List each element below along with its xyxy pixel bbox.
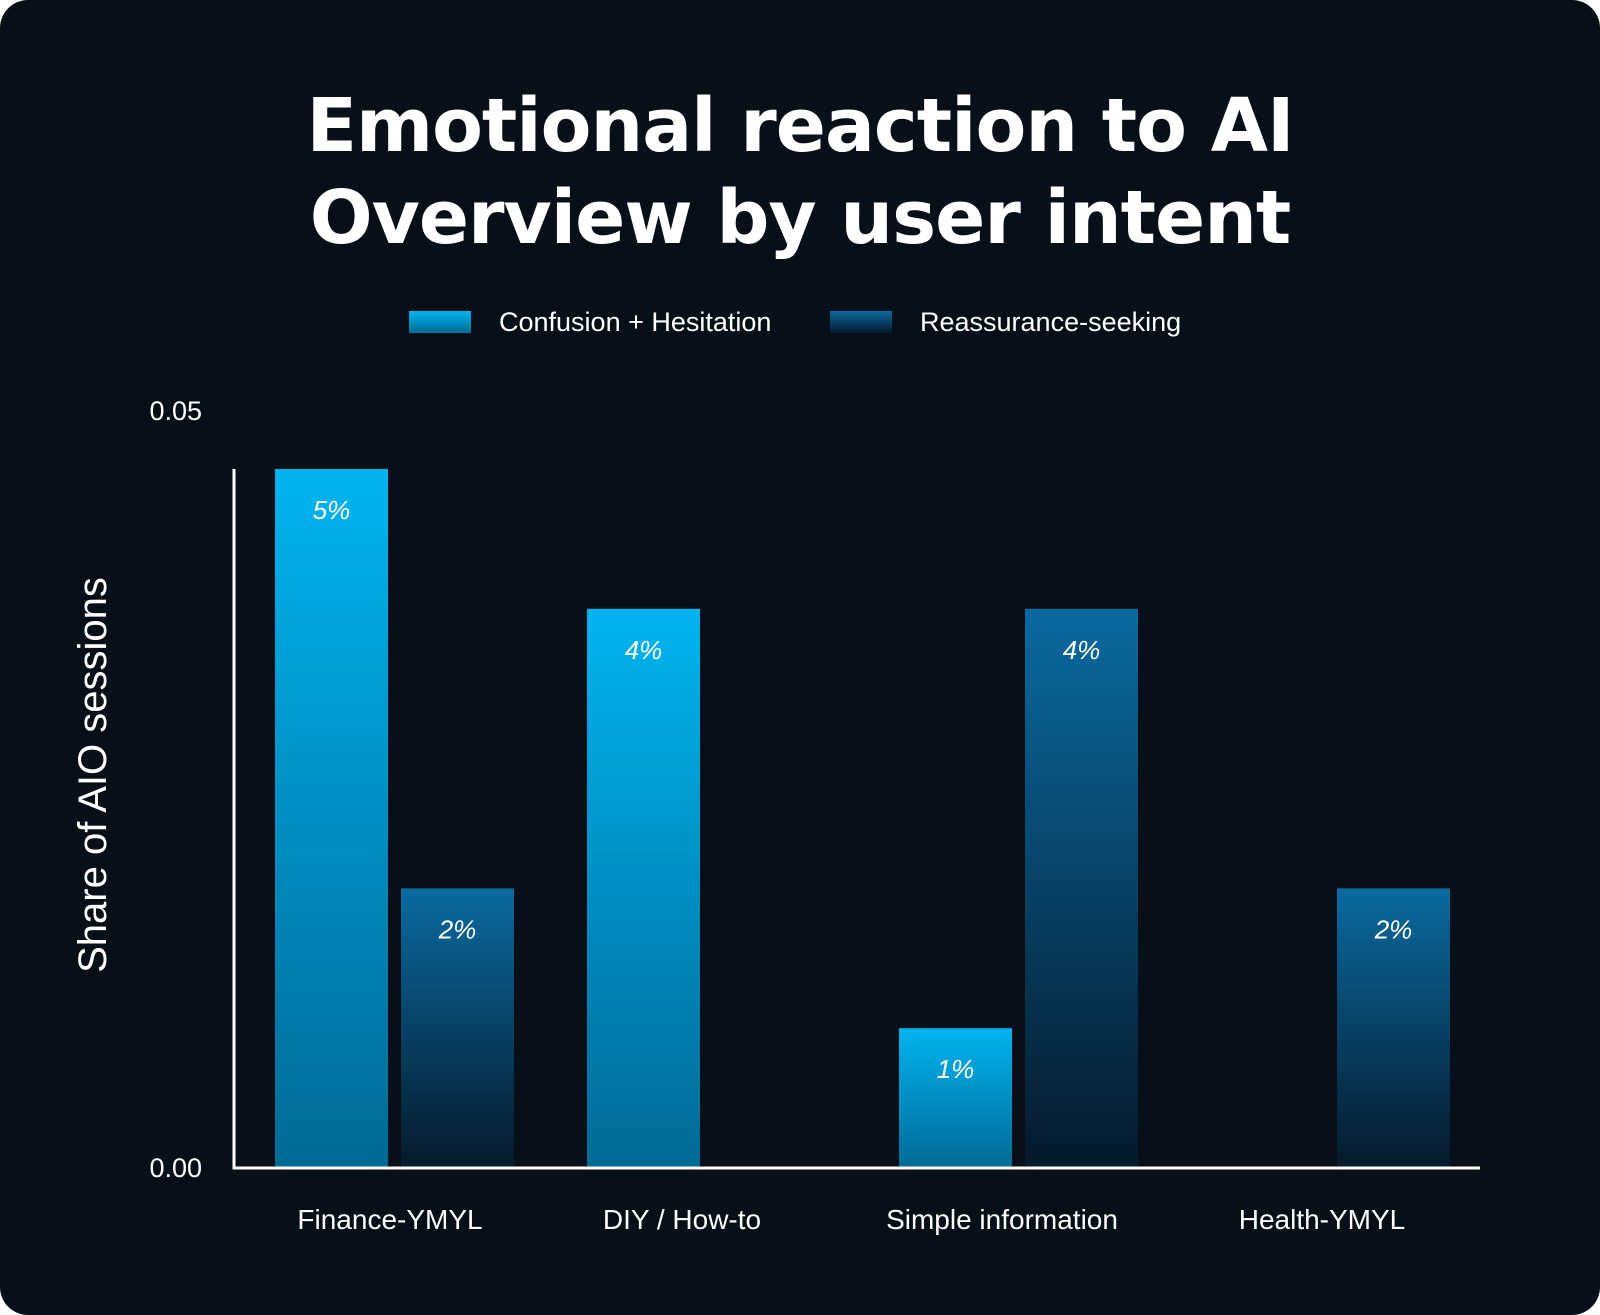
legend-item-reassurance-seeking[interactable]: Reassurance-seeking: [830, 300, 1181, 344]
bar-value-label-confusion-hesitation-diy-how-to: 4%: [625, 635, 663, 665]
chart-title-line-1: Emotional reaction to AI: [306, 83, 1294, 169]
bar-value-label-reassurance-seeking-health-ymyl: 2%: [1374, 914, 1413, 944]
legend-item-confusion-hesitation[interactable]: Confusion + Hesitation: [409, 300, 771, 344]
x-category-label-simple-information: Simple information: [886, 1204, 1118, 1235]
bar-labels-layer: 5% 2% 4% 1% 4% 2%: [313, 495, 1413, 1084]
bar-value-label-confusion-hesitation-simple-information: 1%: [937, 1054, 975, 1084]
bar-value-label-confusion-hesitation-finance-ymyl: 5%: [313, 495, 351, 525]
bar-reassurance-seeking-health-ymyl[interactable]: [1337, 888, 1450, 1168]
bar-value-label-reassurance-seeking-finance-ymyl: 2%: [438, 914, 477, 944]
x-category-label-finance-ymyl: Finance-YMYL: [297, 1204, 482, 1235]
axes-layer: 0.00 0.05 Share of AIO sessions Finance-YMY…: [71, 396, 1480, 1235]
bar-reassurance-seeking-simple-information[interactable]: [1025, 608, 1138, 1168]
y-axis-title: Share of AIO sessions: [71, 577, 115, 973]
legend-swatch-confusion-hesitation: [409, 311, 471, 333]
legend-swatch-reassurance-seeking: [830, 311, 892, 333]
bar-confusion-hesitation-simple-information[interactable]: [899, 1028, 1012, 1168]
legend-label-reassurance-seeking: Reassurance-seeking: [920, 306, 1182, 337]
chart-title: Emotional reaction to AI Overview by use…: [0, 80, 1600, 264]
bar-confusion-hesitation-diy-how-to[interactable]: [587, 608, 700, 1168]
x-category-label-diy-how-to: DIY / How-to: [603, 1204, 761, 1235]
bar-confusion-hesitation-finance-ymyl[interactable]: [275, 469, 388, 1168]
legend-label-confusion-hesitation: Confusion + Hesitation: [499, 306, 772, 337]
chart-title-line-2: Overview by user intent: [309, 175, 1292, 261]
bar-value-label-reassurance-seeking-simple-information: 4%: [1063, 635, 1101, 665]
bars-layer: [275, 469, 1450, 1168]
y-tick-label-max: 0.05: [149, 396, 202, 426]
y-tick-label-min: 0.00: [149, 1153, 202, 1183]
x-category-label-health-ymyl: Health-YMYL: [1239, 1204, 1406, 1235]
chart-legend: Confusion + Hesitation Reassurance-seeki…: [0, 300, 1600, 344]
bar-reassurance-seeking-finance-ymyl[interactable]: [401, 888, 514, 1168]
